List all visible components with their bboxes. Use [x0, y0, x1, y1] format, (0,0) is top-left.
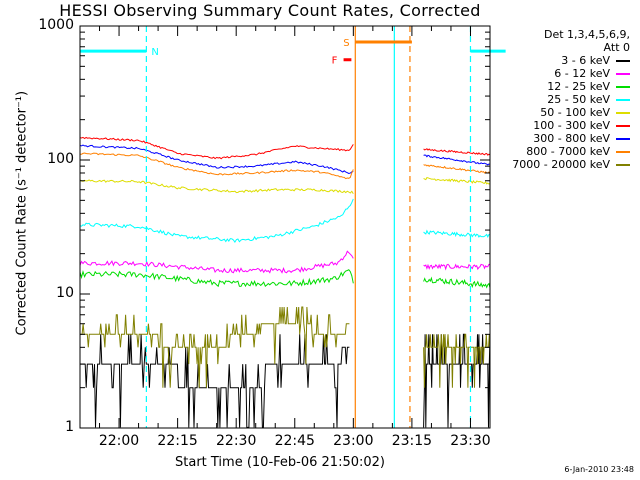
legend-item: 300 - 800 keV	[478, 132, 638, 145]
legend-item: 800 - 7000 keV	[478, 145, 638, 158]
legend-swatch	[616, 85, 630, 88]
plot-frame	[79, 25, 491, 429]
x-axis-label: Start Time (10-Feb-06 21:50:02)	[175, 455, 385, 470]
series-line-6-seg1	[79, 144, 354, 175]
legend-item: 12 - 25 keV	[478, 80, 638, 93]
series-line-6-seg2	[423, 154, 491, 166]
series-line-3-seg2	[423, 229, 491, 238]
chart-title: HESSI Observing Summary Count Rates, Cor…	[59, 1, 481, 20]
legend-swatch	[616, 163, 630, 166]
legend-label: 6 - 12 keV	[554, 67, 610, 80]
series-line-1-seg1	[79, 250, 354, 274]
x-tick-label: 22:15	[157, 433, 198, 449]
legend-swatch	[616, 137, 630, 140]
legend: Det 1,3,4,5,6,9, Att 0 3 - 6 keV 6 - 12 k…	[478, 28, 638, 171]
x-tick-label: 22:45	[274, 433, 315, 449]
series-line-4-seg2	[423, 177, 491, 185]
legend-swatch	[616, 59, 630, 62]
x-tick-label: 23:15	[391, 433, 433, 449]
x-tick-label: 22:30	[216, 433, 257, 449]
series-line-7-seg1	[79, 152, 354, 180]
series-line-8-seg2	[423, 333, 491, 388]
legend-swatch	[616, 98, 630, 101]
y-tick-label: 1	[65, 419, 74, 435]
legend-swatch	[616, 124, 630, 127]
legend-label: 800 - 7000 keV	[526, 145, 610, 158]
series-line-5-seg1	[79, 136, 354, 160]
x-tick-label: 23:00	[333, 433, 374, 449]
series-group	[79, 136, 491, 428]
timestamp: 6-Jan-2010 23:48	[564, 465, 634, 474]
flag-label-n: N	[151, 47, 158, 58]
series-line-2-seg2	[423, 276, 491, 289]
series-line-3-seg1	[79, 198, 354, 244]
legend-label: 7000 - 20000 keV	[512, 158, 610, 171]
legend-swatch	[616, 72, 630, 75]
flag-label-f: F	[332, 56, 338, 67]
legend-swatch	[616, 111, 630, 114]
series-line-5-seg2	[423, 148, 491, 156]
legend-item: 100 - 300 keV	[478, 119, 638, 132]
legend-item: 6 - 12 keV	[478, 67, 638, 80]
legend-label: 25 - 50 keV	[547, 93, 610, 106]
legend-header-line-2: Att 0	[603, 41, 630, 54]
y-tick-label: 10	[56, 285, 74, 301]
legend-label: 50 - 100 keV	[540, 106, 610, 119]
legend-swatch	[616, 150, 630, 153]
series-line-1-seg2	[423, 263, 491, 271]
series-line-0-seg2	[423, 333, 491, 428]
series-line-7-seg2	[423, 164, 491, 174]
series-line-8-seg1	[80, 306, 350, 388]
series-line-0-seg1	[80, 334, 350, 428]
y-tick-label: 1000	[38, 17, 74, 33]
y-tick-label: 100	[47, 151, 74, 167]
series-line-4-seg1	[79, 179, 354, 195]
legend-item: 25 - 50 keV	[478, 93, 638, 106]
x-tick-label: 22:00	[98, 433, 140, 449]
legend-label: 300 - 800 keV	[533, 132, 610, 145]
series-line-2-seg1	[79, 269, 354, 288]
flag-label-s: S	[343, 38, 349, 49]
legend-item: 50 - 100 keV	[478, 106, 638, 119]
legend-header-line-1: Det 1,3,4,5,6,9,	[543, 28, 630, 41]
legend-label: 100 - 300 keV	[533, 119, 610, 132]
legend-item: 7000 - 20000 keV	[478, 158, 638, 171]
legend-label: 3 - 6 keV	[561, 54, 610, 67]
legend-label: 12 - 25 keV	[547, 80, 610, 93]
x-tick-label: 23:30	[450, 433, 491, 449]
legend-item: 3 - 6 keV	[478, 54, 638, 67]
